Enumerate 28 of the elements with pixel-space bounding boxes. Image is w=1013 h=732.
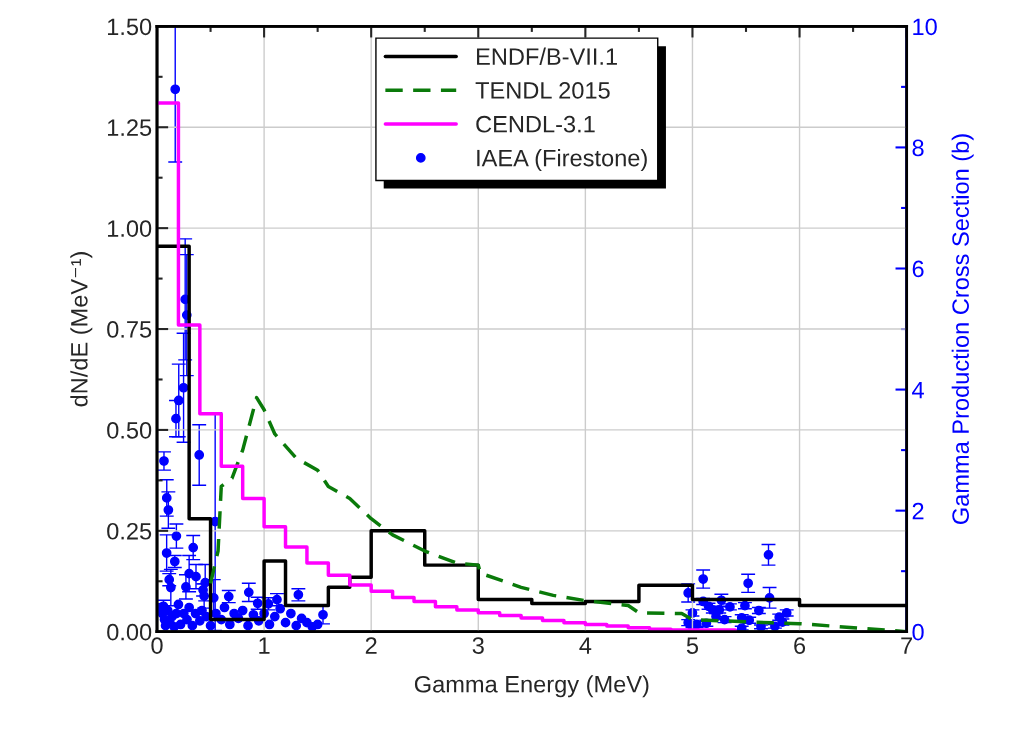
y-axis-title: dN/dE (MeV⁻¹) [70, 252, 93, 407]
legend-label: CENDL-3.1 [476, 115, 595, 133]
x-tick-label: 6 [794, 637, 806, 654]
y2-tick-label: 2 [912, 502, 924, 520]
x-axis-title: Gamma Energy (MeV) [414, 675, 649, 698]
y-tick-label: 0.50 [107, 422, 152, 439]
legend-label: ENDF/B-VII.1 [477, 47, 617, 65]
legend-label: TENDL 2015 [475, 82, 610, 99]
y-tick-label: 1.25 [108, 119, 152, 137]
y2-tick-label: 8 [912, 139, 924, 157]
y-tick-label: 0.00 [107, 623, 152, 641]
x-tick-label: 3 [472, 637, 484, 654]
legend-label: IAEA (Firestone) [477, 149, 647, 172]
x-tick-label: 2 [365, 637, 377, 654]
y-tick-label: 0.75 [107, 321, 152, 338]
x-tick-label: 0 [151, 637, 163, 654]
x-tick-label: 4 [579, 637, 592, 654]
y2-tick-label: 6 [912, 260, 924, 278]
y2-tick-label: 4 [912, 381, 924, 399]
y-tick-label: 1.00 [108, 220, 152, 237]
x-tick-label: 1 [259, 637, 270, 654]
y2-tick-label: 10 [913, 18, 937, 36]
x-tick-label: 5 [686, 637, 699, 654]
y-tick-label: 1.50 [108, 18, 152, 36]
x-tick-label: 7 [901, 637, 913, 654]
y-tick-label: 0.25 [107, 522, 152, 540]
y2-tick-label: 0 [912, 623, 924, 641]
y2-axis-title: Gamma Production Cross Section (b) [951, 134, 974, 525]
